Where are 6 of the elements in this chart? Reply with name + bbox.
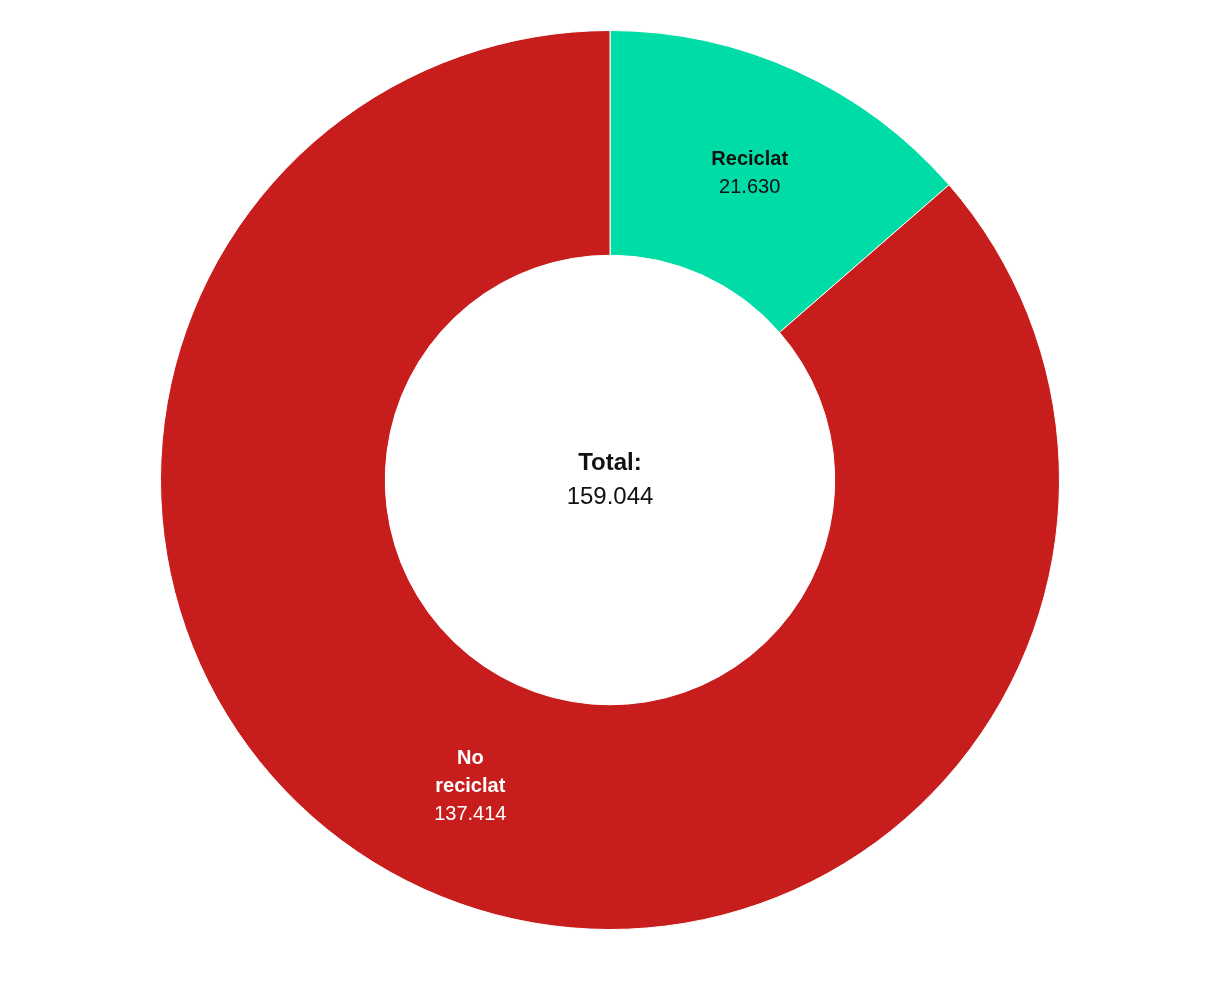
data-label: 137.414 <box>434 802 507 825</box>
text: Total: <box>578 447 642 475</box>
slice-label: Reciclat <box>711 146 789 169</box>
data-label: 21.630 <box>719 174 781 197</box>
text: 159.044 <box>566 481 654 509</box>
slice-label: No reciclat <box>435 746 506 797</box>
